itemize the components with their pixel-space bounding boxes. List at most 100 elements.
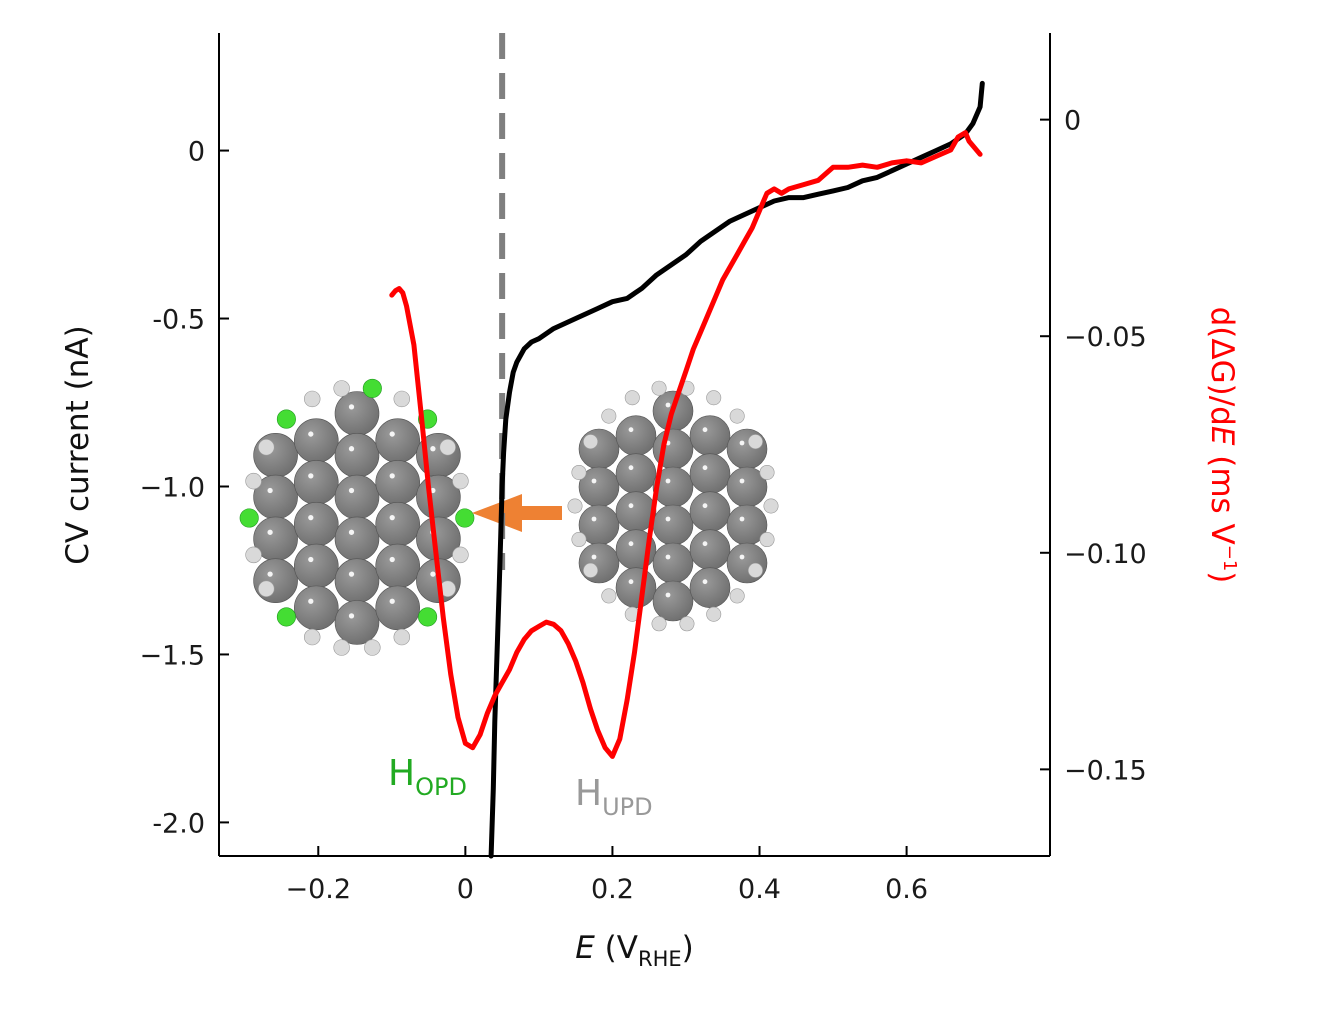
pt-atom-highlight — [390, 473, 395, 478]
pt-atom-highlight — [308, 599, 313, 604]
pt-atom — [335, 517, 379, 561]
pt-atom — [579, 429, 619, 469]
pt-atom-highlight — [267, 488, 272, 493]
h-opd-atom — [363, 379, 381, 397]
annotation-hopd: HOPD — [388, 753, 467, 801]
pt-atom — [294, 502, 338, 546]
pt-atom-highlight — [629, 503, 634, 508]
h-atom — [453, 473, 469, 489]
pt-atom-highlight — [666, 555, 671, 560]
pt-atom-highlight — [430, 446, 435, 451]
pt-atom-highlight — [308, 515, 313, 520]
h-atom — [572, 532, 586, 546]
y-right-label-main: d(ΔG)/d — [1204, 307, 1240, 426]
pt-atom — [690, 492, 730, 532]
cluster-illustrations — [240, 379, 778, 655]
pt-atom-highlight — [390, 599, 395, 604]
pt-atom-highlight — [629, 579, 634, 584]
pt-atom-highlight — [740, 555, 745, 560]
h-opd-atom — [456, 509, 474, 527]
pt-atom-highlight — [390, 431, 395, 436]
y-left-tick-label: −1.0 — [139, 472, 205, 503]
pt-atom — [294, 586, 338, 630]
h-atom — [304, 391, 320, 407]
x-tick-label: 0 — [457, 874, 474, 905]
h-atom — [680, 617, 694, 631]
y-left-tick-label: -2.0 — [152, 808, 205, 839]
annotation-hopd-sub: OPD — [415, 773, 467, 801]
pt-atom — [335, 392, 379, 436]
pt-atom-highlight — [666, 479, 671, 484]
pt-atom-highlight — [629, 427, 634, 432]
h-opd-atom — [418, 608, 436, 626]
h-atom — [246, 547, 262, 563]
h-atom — [583, 563, 597, 577]
y-left-tick-label: −1.5 — [139, 640, 205, 671]
h-atom — [730, 589, 744, 603]
annotation-hupd-sub: UPD — [602, 793, 653, 821]
pt-atom-highlight — [703, 465, 708, 470]
arrow-head — [472, 494, 522, 532]
pt-atom-highlight — [592, 555, 597, 560]
pt-atom — [335, 475, 379, 519]
pt-atom-highlight — [666, 403, 671, 408]
y-right-tick-label: −0.15 — [1064, 755, 1147, 786]
h-atom — [652, 617, 666, 631]
pt-atom — [579, 543, 619, 583]
pt-atom-highlight — [629, 541, 634, 546]
x-axis-label-sub: RHE — [638, 947, 682, 971]
pt-atom-highlight — [666, 593, 671, 598]
pt-atom-highlight — [267, 571, 272, 576]
y-right-tick-label: −0.05 — [1064, 322, 1147, 353]
y-right-tick-label: 0 — [1064, 106, 1081, 137]
h-atom — [707, 391, 721, 405]
pt-atom-highlight — [592, 517, 597, 522]
x-axis-label: E (VRHE) — [575, 930, 694, 971]
pt-atom — [653, 581, 693, 621]
pt-atom-highlight — [740, 479, 745, 484]
y-left-tick-label: 0 — [188, 137, 205, 168]
pt-atom — [616, 416, 656, 456]
pt-atom — [294, 544, 338, 588]
pt-atom — [690, 454, 730, 494]
pt-atom-highlight — [308, 473, 313, 478]
h-atom — [760, 532, 774, 546]
h-atom — [453, 547, 469, 563]
pt-atom-highlight — [430, 571, 435, 576]
pt-atom-highlight — [308, 431, 313, 436]
cluster-left — [240, 379, 474, 655]
x-axis-label-close: ) — [682, 930, 694, 966]
h-atom — [334, 640, 350, 656]
h-atom — [394, 391, 410, 407]
x-tick-label: 0.6 — [885, 874, 928, 905]
pt-atom-highlight — [629, 465, 634, 470]
h-opd-atom — [240, 509, 258, 527]
y-right-label-italic: E — [1204, 426, 1240, 446]
x-tick-label: −0.2 — [285, 874, 351, 905]
y-right-label-unit-open: (ms V — [1204, 445, 1240, 544]
data-series — [392, 83, 983, 856]
h-atom — [748, 563, 762, 577]
h-atom — [652, 381, 666, 395]
pt-atom-highlight — [349, 404, 354, 409]
h-atom — [258, 581, 274, 597]
pt-atom-highlight — [349, 488, 354, 493]
h-atom — [440, 439, 456, 455]
y-right-label-sup: −1 — [1219, 545, 1240, 572]
pt-atom — [254, 433, 298, 477]
h-atom — [625, 391, 639, 405]
pt-atom-highlight — [390, 557, 395, 562]
pt-atom-highlight — [349, 530, 354, 535]
x-tick-label: 0.4 — [738, 874, 781, 905]
y-left-tick-label: -0.5 — [152, 305, 205, 336]
annotation-hupd: HUPD — [575, 773, 653, 821]
pt-atom-highlight — [666, 517, 671, 522]
pt-atom-highlight — [308, 557, 313, 562]
h-atom — [572, 465, 586, 479]
pt-atom-highlight — [349, 613, 354, 618]
pt-atom — [616, 568, 656, 608]
pt-atom — [376, 460, 420, 504]
h-atom — [304, 629, 320, 645]
h-atom — [730, 409, 744, 423]
